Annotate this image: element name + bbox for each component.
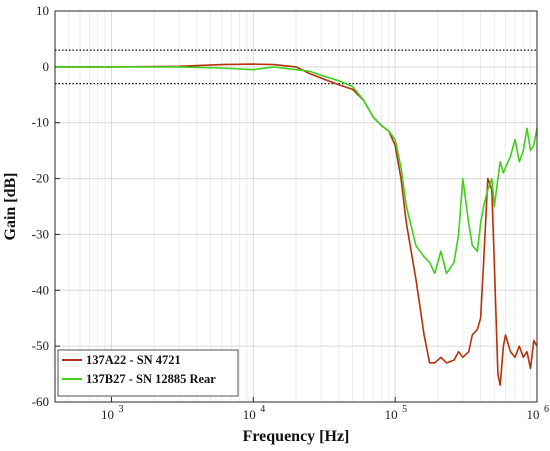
y-tick-label: -50	[32, 338, 49, 353]
plot-frame	[54, 10, 538, 403]
x-tick-exponent: 4	[260, 404, 265, 415]
y-tick-label: -30	[32, 226, 49, 241]
x-tick-exponent: 5	[402, 404, 407, 415]
series-layer	[55, 63, 538, 387]
legend-box	[57, 349, 239, 397]
legend-label-series-1: 137A22 - SN 4721	[86, 353, 181, 367]
x-axis-title: Frequency [Hz]	[243, 428, 350, 445]
y-tick-label: -20	[32, 171, 49, 186]
x-tick-exponent: 3	[118, 404, 123, 415]
x-tick-exponent: 6	[544, 404, 549, 415]
x-tick-label: 10	[527, 407, 540, 422]
y-tick-label: 10	[36, 3, 49, 18]
legend-label-series-2: 137B27 - SN 12885 Rear	[86, 372, 216, 386]
y-tick-label: -60	[32, 394, 49, 409]
series-line-1	[55, 63, 538, 387]
y-tick-label: -40	[32, 282, 49, 297]
y-tick-label: -10	[32, 115, 49, 130]
y-tick-label: 0	[43, 59, 50, 74]
x-tick-label: 10	[243, 407, 256, 422]
y-tick-labels: 10 0 -10 -20 -30 -40 -50 -60	[32, 3, 49, 409]
series-line-2	[55, 66, 538, 275]
x-tick-label: 10	[385, 407, 398, 422]
legend: 137A22 - SN 4721 137B27 - SN 12885 Rear	[57, 349, 239, 397]
x-tick-label: 10	[101, 407, 114, 422]
x-tick-labels: 10 3 10 4 10 5 10 6	[101, 404, 549, 422]
y-axis-title: Gain [dB]	[2, 172, 19, 240]
